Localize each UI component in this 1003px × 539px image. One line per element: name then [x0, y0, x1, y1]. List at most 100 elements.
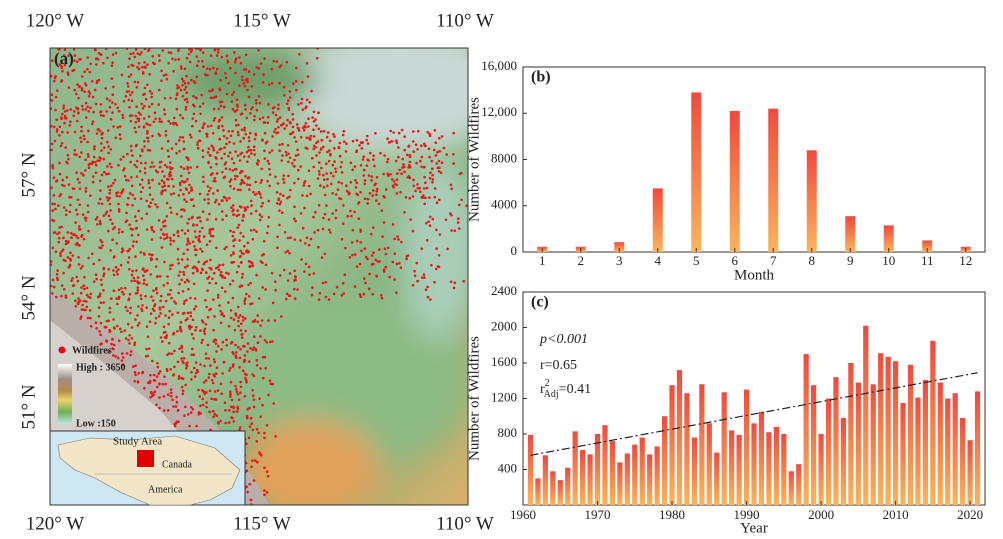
fire-point [374, 182, 378, 185]
y-tick-label: 0 [511, 243, 518, 258]
fire-point [221, 372, 224, 375]
fire-point [177, 377, 181, 380]
fire-point [318, 291, 322, 295]
fire-point [219, 309, 222, 313]
fire-point [339, 165, 343, 169]
fire-point [143, 145, 146, 148]
x-tick-label: 5 [693, 253, 700, 268]
fire-point [225, 214, 228, 217]
fire-point [191, 347, 194, 351]
fire-point [165, 215, 169, 218]
fire-point [62, 287, 66, 291]
fire-point [345, 184, 348, 187]
fire-point [80, 172, 83, 175]
fire-point [433, 195, 437, 199]
fire-point [141, 65, 144, 69]
fire-point [237, 265, 240, 268]
fire-point [287, 294, 291, 298]
fire-point [51, 278, 55, 282]
fire-point [254, 349, 258, 352]
fire-point [117, 268, 120, 271]
fire-point [135, 105, 138, 108]
fire-point [160, 120, 163, 124]
fire-point [435, 247, 438, 250]
fire-point [154, 321, 157, 325]
fire-point [169, 368, 172, 371]
fire-point [202, 123, 205, 127]
fire-point [232, 244, 236, 248]
fire-point [359, 230, 363, 233]
fire-point [150, 295, 153, 299]
fire-point [97, 306, 101, 310]
fire-point [192, 353, 195, 357]
fire-point [408, 163, 411, 167]
fire-point [132, 365, 135, 368]
fire-point [243, 103, 247, 107]
fire-point [465, 204, 468, 208]
fire-point [228, 151, 232, 154]
fire-point [257, 297, 261, 300]
fire-point [220, 286, 224, 290]
fire-point [94, 160, 97, 164]
fire-point [422, 165, 426, 169]
fire-point [134, 48, 138, 51]
fire-point [203, 364, 206, 368]
fire-point [228, 140, 231, 144]
bar [729, 430, 735, 505]
fire-point [102, 214, 106, 217]
fire-point [432, 148, 436, 152]
fire-point [220, 147, 223, 150]
fire-point [249, 229, 253, 232]
fire-point [191, 198, 194, 201]
fire-point [130, 233, 134, 237]
fire-point [277, 107, 280, 110]
fire-point [220, 100, 224, 103]
fire-point [86, 105, 89, 109]
fire-point [89, 325, 93, 328]
fire-point [115, 270, 118, 273]
fire-point [296, 153, 300, 156]
fire-point [127, 75, 131, 78]
fire-point [186, 264, 189, 268]
fire-point [213, 412, 217, 416]
fire-point [197, 412, 201, 416]
fire-point [108, 311, 112, 314]
fire-point [154, 316, 158, 320]
fire-point [100, 202, 104, 206]
fire-point [161, 382, 165, 386]
fire-point [51, 202, 54, 206]
bar [878, 353, 884, 505]
fire-point [205, 133, 209, 136]
fire-point [67, 266, 71, 269]
fire-point [163, 175, 166, 178]
fire-point [261, 201, 265, 205]
fire-point [226, 61, 230, 64]
fire-point [242, 136, 245, 140]
bar [580, 449, 586, 505]
fire-point [271, 111, 275, 114]
fire-point [172, 185, 175, 188]
fire-point [69, 120, 72, 123]
fire-point [426, 285, 429, 289]
fire-point [332, 292, 336, 296]
fire-point [274, 280, 277, 284]
fire-point [124, 95, 128, 98]
fire-point [259, 415, 263, 419]
fire-point [155, 275, 159, 278]
fire-point [460, 198, 463, 202]
fire-point [183, 147, 186, 151]
fire-point [126, 261, 130, 264]
fire-point [63, 114, 67, 118]
fire-point [178, 347, 181, 351]
fire-point [341, 281, 345, 285]
fire-point [156, 205, 159, 209]
fire-point [151, 178, 154, 182]
fire-point [137, 209, 140, 213]
fire-point [185, 74, 188, 78]
y-tick-label: 2000 [491, 318, 517, 333]
fire-point [94, 57, 98, 61]
fire-point [375, 193, 378, 196]
fire-point [327, 228, 331, 232]
fire-point [191, 407, 195, 411]
fire-point [213, 116, 217, 120]
